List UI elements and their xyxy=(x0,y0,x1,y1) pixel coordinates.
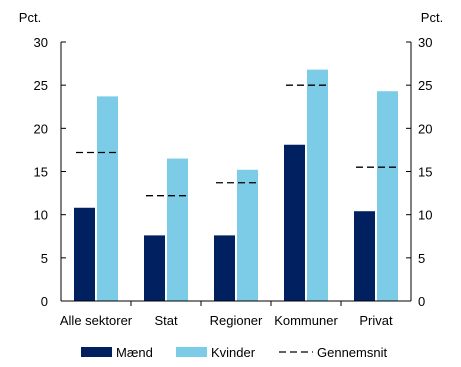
legend-label-maend: Mænd xyxy=(116,345,153,360)
bar-maend-1 xyxy=(144,235,165,301)
right-tick-label: 20 xyxy=(418,121,432,136)
category-label: Regioner xyxy=(210,313,263,328)
category-label: Alle sektorer xyxy=(60,313,133,328)
left-tick-label: 15 xyxy=(34,165,48,180)
bar-maend-2 xyxy=(214,235,235,301)
bar-kvinder-0 xyxy=(97,96,118,301)
bar-maend-4 xyxy=(354,211,375,301)
legend-swatch-maend xyxy=(81,347,112,357)
average-markers xyxy=(76,84,396,197)
right-tick-label: 10 xyxy=(418,208,432,223)
category-label: Stat xyxy=(154,313,178,328)
left-tick-label: 20 xyxy=(34,121,48,136)
bar-kvinder-2 xyxy=(237,169,258,301)
right-tick-label: 15 xyxy=(418,165,432,180)
right-y-axis: 0 5 10 15 20 25 30 xyxy=(406,35,432,309)
legend-label-kvinder: Kvinder xyxy=(211,345,256,360)
bar-kvinder-1 xyxy=(167,158,188,301)
legend-label-gennemsnit: Gennemsnit xyxy=(317,345,387,360)
right-unit-label: Pct. xyxy=(421,10,443,25)
left-tick-label: 30 xyxy=(34,35,48,50)
bars xyxy=(74,69,398,302)
legend-swatch-kvinder xyxy=(176,347,207,357)
bar-kvinder-4 xyxy=(377,91,398,302)
left-tick-label: 25 xyxy=(34,78,48,93)
bar-maend-0 xyxy=(74,207,95,301)
category-label: Kommuner xyxy=(274,313,338,328)
bar-kvinder-3 xyxy=(307,69,328,301)
left-tick-label: 5 xyxy=(41,251,48,266)
left-y-axis: 0 5 10 15 20 25 30 xyxy=(34,35,66,309)
x-axis: Alle sektorer Stat Regioner Kommuner Privat xyxy=(60,300,411,328)
left-tick-label: 10 xyxy=(34,208,48,223)
right-tick-label: 30 xyxy=(418,35,432,50)
right-tick-label: 0 xyxy=(418,294,425,309)
category-label: Privat xyxy=(359,313,393,328)
left-tick-label: 0 xyxy=(41,294,48,309)
right-tick-label: 25 xyxy=(418,78,432,93)
left-unit-label: Pct. xyxy=(19,10,41,25)
legend: Mænd Kvinder Gennemsnit xyxy=(81,345,387,360)
right-tick-label: 5 xyxy=(418,251,425,266)
bar-maend-3 xyxy=(284,144,305,301)
